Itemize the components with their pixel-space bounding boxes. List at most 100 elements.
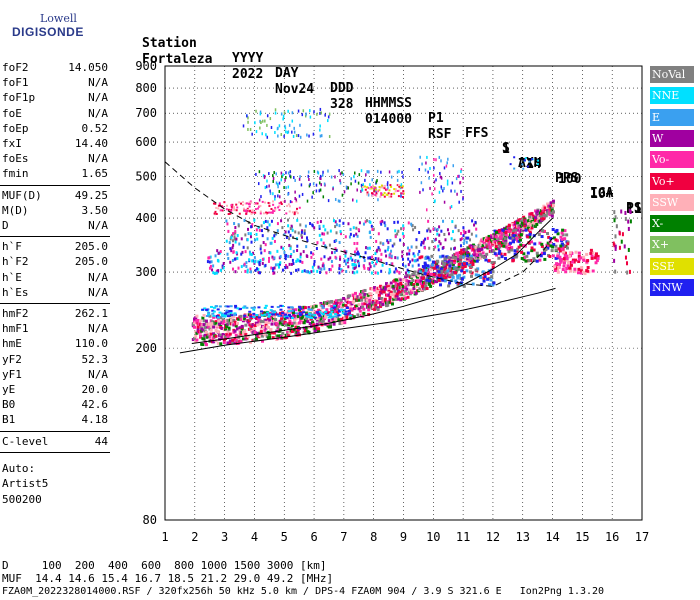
echo-point — [459, 244, 462, 248]
param-row-b0: B0 42.6 — [2, 398, 108, 412]
echo-point — [375, 189, 377, 193]
echo-point — [309, 316, 313, 319]
echo-point — [481, 270, 485, 274]
echo-point — [481, 251, 485, 255]
val-hhmmss: 014000 — [365, 112, 412, 127]
echo-point — [435, 265, 439, 269]
y-tick-label: 600 — [135, 135, 157, 149]
echo-point — [443, 186, 445, 190]
echo-point — [370, 287, 374, 291]
echo-point — [295, 134, 298, 138]
echo-point — [300, 316, 304, 320]
echo-point — [284, 266, 287, 270]
echo-point — [290, 253, 293, 257]
echo-point — [287, 254, 290, 258]
echo-point — [428, 176, 430, 180]
echo-point — [537, 233, 541, 237]
echo-point — [289, 170, 292, 174]
echo-point — [380, 222, 383, 226]
echo-point — [226, 318, 230, 322]
echo-point — [279, 255, 282, 259]
echo-point — [281, 268, 284, 272]
echo-point — [416, 258, 419, 262]
echo-point — [469, 257, 473, 261]
echo-point — [364, 220, 367, 224]
echo-point — [529, 227, 533, 231]
echo-point — [402, 224, 405, 228]
echo-point — [387, 286, 391, 290]
echo-point — [474, 273, 478, 277]
echo-point — [440, 159, 442, 163]
echo-point — [481, 243, 485, 247]
echo-point — [482, 272, 486, 276]
echo-point — [279, 308, 283, 311]
echo-point — [370, 224, 373, 228]
echo-point — [525, 254, 529, 258]
echo-point — [225, 309, 229, 312]
echo-point — [393, 220, 396, 224]
echo-point — [307, 312, 311, 315]
echo-point — [524, 228, 528, 232]
echo-point — [400, 192, 403, 195]
echo-point — [540, 251, 544, 255]
echo-point — [388, 195, 391, 198]
param-key: yE — [2, 383, 16, 396]
echo-point — [265, 213, 268, 216]
echo-point — [272, 203, 275, 206]
echo-point — [305, 245, 308, 249]
param-row-yf2: yF2 52.3 — [2, 353, 108, 367]
echo-point — [336, 306, 340, 310]
echo-point — [264, 219, 267, 223]
echo-point — [308, 177, 310, 181]
param-row-yf1: yF1 N/A — [2, 368, 108, 382]
echo-point — [355, 226, 358, 230]
echo-point — [503, 241, 507, 245]
echo-point — [408, 288, 412, 292]
echo-point — [307, 170, 310, 174]
echo-point — [479, 252, 483, 256]
echo-point — [313, 110, 315, 114]
echo-point — [557, 263, 561, 267]
echo-point — [546, 246, 550, 250]
echo-point — [613, 210, 616, 215]
echo-point — [204, 343, 208, 347]
echo-point — [522, 215, 526, 219]
echo-point — [431, 240, 434, 244]
echo-point — [350, 307, 354, 311]
echo-point — [320, 257, 323, 261]
echo-point — [476, 267, 480, 271]
echo-point — [383, 285, 387, 289]
echo-point — [380, 269, 383, 273]
echo-point — [311, 195, 313, 199]
echo-point — [552, 243, 556, 247]
echo-point — [482, 279, 486, 283]
echo-point — [284, 126, 287, 130]
echo-point — [305, 270, 308, 274]
echo-point — [262, 241, 265, 245]
echo-point — [255, 202, 258, 205]
param-row-ye: yE 20.0 — [2, 383, 108, 397]
echo-point — [348, 294, 352, 298]
echo-point — [273, 266, 276, 270]
echo-point — [307, 308, 311, 311]
echo-point — [272, 179, 274, 183]
echo-point — [219, 250, 222, 254]
echo-point — [249, 313, 253, 317]
echo-point — [284, 124, 286, 128]
echo-point — [526, 165, 529, 168]
echo-point — [386, 227, 389, 231]
echo-point — [397, 229, 400, 233]
echo-point — [393, 270, 396, 274]
echo-point — [543, 248, 547, 252]
legend-item-x: X+ — [650, 236, 694, 254]
param-key: MUF(D) — [2, 188, 42, 202]
echo-point — [259, 259, 262, 263]
echo-point — [404, 285, 408, 289]
echo-point — [427, 219, 430, 223]
echo-point — [316, 170, 319, 174]
echo-point — [228, 341, 232, 345]
echo-point — [460, 231, 463, 235]
echo-point — [388, 271, 391, 275]
echo-point — [375, 192, 378, 195]
echo-point — [579, 271, 583, 275]
